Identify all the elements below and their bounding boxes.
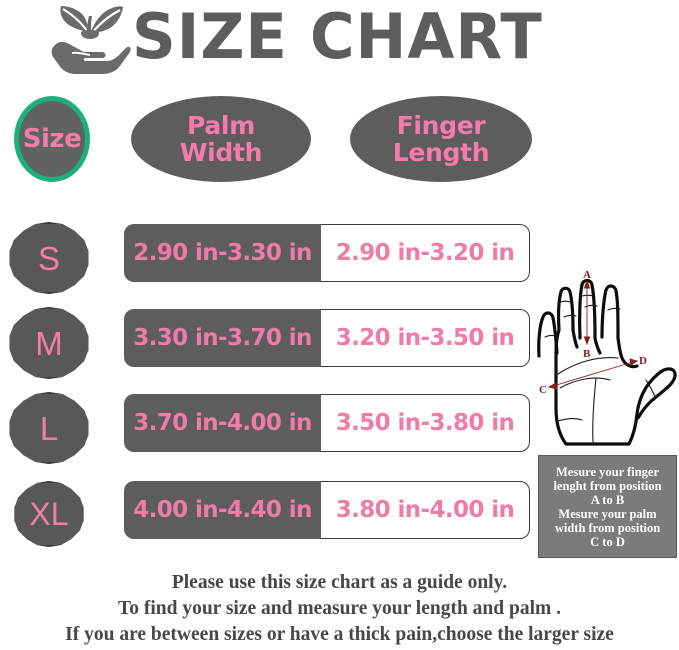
instruction-line-2: lenght from position <box>553 478 662 493</box>
hand-measurement-diagram: A B C D <box>536 258 679 454</box>
finger-length-value: 3.80 in-4.00 in <box>335 497 515 523</box>
column-header-finger-length-line2: Length <box>392 138 490 167</box>
palm-width-cell: 3.70 in-4.00 in <box>124 394 321 452</box>
size-badge-s-label: S <box>37 239 60 277</box>
size-badge-xl-label: XL <box>29 496 69 532</box>
size-badge-s: S <box>9 222 89 294</box>
size-badge-xl: XL <box>14 481 84 547</box>
palm-width-cell: 3.30 in-3.70 in <box>124 309 321 367</box>
palm-width-value: 3.30 in-3.70 in <box>133 325 312 351</box>
footer-line-2: To find your size and measure your lengt… <box>118 598 561 619</box>
size-badge-l-label: L <box>39 409 59 447</box>
hand-holding-plant-icon <box>50 2 132 76</box>
size-badge-m-label: M <box>35 324 63 362</box>
finger-length-value: 3.20 in-3.50 in <box>335 325 515 351</box>
marker-label-a: A <box>583 269 591 281</box>
marker-label-b: B <box>583 348 591 360</box>
instruction-line-4: Mesure your palm <box>558 506 657 521</box>
finger-length-cell: 2.90 in-3.20 in <box>321 224 530 282</box>
page-title: SIZE CHART <box>132 0 543 73</box>
table-row: 3.70 in-4.00 in 3.50 in-3.80 in <box>124 394 530 452</box>
footer-note: Please use this size chart as a guide on… <box>0 570 679 648</box>
marker-label-d: D <box>639 355 647 367</box>
finger-length-value: 3.50 in-3.80 in <box>335 410 515 436</box>
finger-length-cell: 3.80 in-4.00 in <box>321 481 530 539</box>
instruction-line-3: A to B <box>590 492 625 507</box>
palm-width-cell: 4.00 in-4.40 in <box>124 481 321 539</box>
column-header-size-label: Size <box>22 124 82 154</box>
table-row: 3.30 in-3.70 in 3.20 in-3.50 in <box>124 309 530 367</box>
measurement-instructions-box: Mesure your finger lenght from position … <box>538 455 677 558</box>
instruction-line-6: C to D <box>590 534 625 549</box>
column-header-size: Size <box>14 96 90 182</box>
finger-length-cell: 3.50 in-3.80 in <box>321 394 530 452</box>
finger-length-cell: 3.20 in-3.50 in <box>321 309 530 367</box>
header-bar: SIZE CHART <box>0 0 679 82</box>
footer-line-1: Please use this size chart as a guide on… <box>171 572 508 593</box>
size-badge-m: M <box>9 307 89 379</box>
table-row: 4.00 in-4.40 in 3.80 in-4.00 in <box>124 481 530 539</box>
footer-line-3: If you are between sizes or have a thick… <box>65 624 614 645</box>
instruction-line-5: width from position <box>554 520 661 535</box>
palm-width-value: 3.70 in-4.00 in <box>133 410 312 436</box>
palm-width-value: 4.00 in-4.40 in <box>133 497 312 523</box>
column-header-palm-width: Palm Width <box>131 96 311 182</box>
finger-length-value: 2.90 in-3.20 in <box>335 240 515 266</box>
column-header-palm-width-line1: Palm <box>187 111 255 140</box>
palm-width-value: 2.90 in-3.30 in <box>133 240 312 266</box>
palm-width-cell: 2.90 in-3.30 in <box>124 224 321 282</box>
table-row: 2.90 in-3.30 in 2.90 in-3.20 in <box>124 224 530 282</box>
column-header-finger-length: Finger Length <box>350 96 532 182</box>
size-badge-l: L <box>9 392 89 464</box>
instruction-line-1: Mesure your finger <box>556 464 659 479</box>
column-header-finger-length-line1: Finger <box>396 111 486 140</box>
marker-label-c: C <box>539 384 547 396</box>
column-header-palm-width-line2: Width <box>179 138 263 167</box>
